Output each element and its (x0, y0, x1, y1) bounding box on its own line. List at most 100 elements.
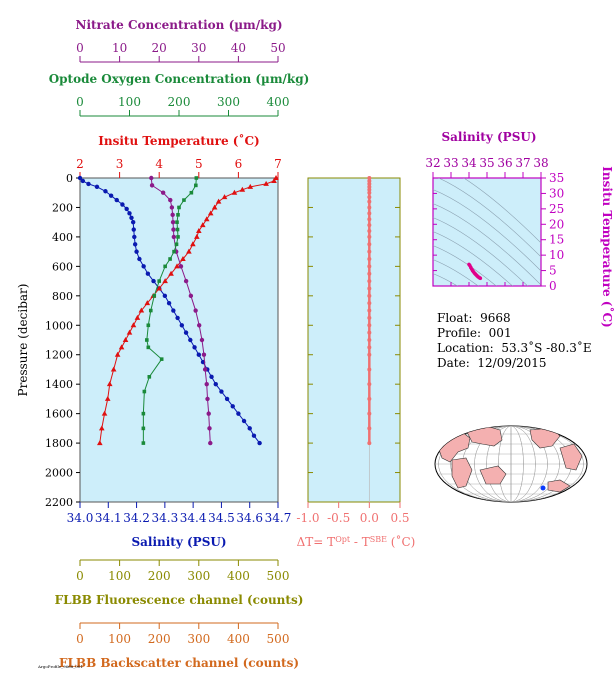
nitrate-data-point (207, 426, 212, 431)
nitrate-data-point (171, 234, 177, 240)
oxygen-data-point (157, 279, 161, 283)
salinity-data-point (94, 184, 100, 190)
ts-salinity-tick-label: 34 (461, 156, 477, 170)
delta-t-data-point (367, 293, 372, 298)
salinity-data-point (131, 227, 136, 232)
temperature-tick-label: 2 (76, 157, 84, 171)
delta-t-data-point (367, 330, 372, 335)
salinity-data-point (151, 278, 156, 284)
density-contour-line (433, 259, 479, 286)
temperature-tick-label: 5 (195, 157, 203, 171)
temperature-profile-line (99, 177, 277, 444)
delta-t-data-point (367, 199, 372, 204)
delta-t-data-point (367, 308, 372, 313)
date-row: Date: 12/09/2015 (437, 356, 607, 371)
salinity-data-point (127, 211, 132, 216)
nitrate-tick-label: 20 (152, 41, 167, 55)
temperature-data-point (247, 183, 254, 189)
profile-label: Profile: (437, 326, 482, 340)
oxygen-data-point (148, 308, 153, 313)
location-row: Location: 53.3˚S -80.3˚E (437, 341, 607, 356)
pressure-tick-label: 0 (66, 172, 73, 185)
salinity-data-point (103, 189, 108, 194)
temperature-data-point (273, 175, 279, 180)
salinity-data-point (213, 381, 218, 387)
fluorescence-tick-label: 100 (108, 569, 131, 583)
delta-t-data-point (367, 195, 372, 200)
salinity-data-point (236, 411, 241, 416)
backscatter-tick-label: 500 (267, 632, 290, 646)
salinity-tick-label: 34.3 (151, 511, 178, 525)
nitrate-data-point (188, 293, 194, 299)
oxygen-data-point (159, 357, 164, 361)
pressure-tick-label: 200 (52, 201, 73, 214)
ts-temperature-axis-label: Insitu Temperature (˚C) (600, 166, 615, 327)
landmass (479, 465, 507, 485)
oxygen-data-point (176, 213, 180, 217)
fluorescence-tick-label: 300 (187, 569, 210, 583)
salinity-data-point (132, 234, 137, 240)
oxygen-data-point (145, 338, 149, 342)
delta-t-data-point (367, 338, 372, 342)
delta-t-tick-label: -0.5 (327, 511, 350, 525)
temperature-data-point (98, 425, 105, 431)
pressure-tick-label: 2000 (45, 467, 73, 480)
oxygen-data-point (146, 323, 151, 328)
ts-salinity-tick-label: 33 (443, 156, 458, 170)
ts-temperature-tick-label: 15 (549, 233, 564, 247)
temperature-data-point (138, 307, 145, 313)
landmass (571, 429, 587, 445)
salinity-data-point (209, 374, 214, 380)
salinity-data-point (86, 181, 91, 187)
longitude-line (438, 426, 584, 502)
delta-t-data-point (367, 286, 372, 291)
salinity-data-point (166, 300, 172, 306)
float-info: Float: 9668 Profile: 001 Location: 53.3˚… (437, 311, 607, 371)
ts-data-point (478, 276, 483, 281)
temperature-data-point (114, 351, 121, 357)
delta-t-data-point (367, 242, 372, 247)
oxygen-data-point (142, 389, 147, 394)
delta-t-data-point (367, 217, 372, 222)
oxygen-data-point (176, 235, 180, 239)
oxygen-data-point (141, 426, 146, 431)
ts-title: Salinity (PSU) (441, 130, 536, 144)
nitrate-data-point (170, 219, 176, 225)
salinity-data-point (120, 202, 125, 207)
backscatter-tick-label: 400 (227, 632, 250, 646)
pressure-tick-label: 2200 (45, 496, 73, 509)
delta-t-data-point (367, 411, 372, 416)
salinity-data-point (145, 271, 151, 276)
landmass (451, 457, 473, 489)
salinity-tick-label: 34.4 (180, 511, 207, 525)
delta-t-data-point (367, 229, 372, 234)
landmass (559, 443, 583, 471)
backscatter-tick-label: 200 (148, 632, 171, 646)
delta-t-data-point (367, 323, 372, 328)
ts-temperature-tick-label: 0 (549, 279, 557, 293)
nitrate-data-point (201, 352, 207, 357)
longitude-line (498, 426, 524, 502)
temperature-data-point (271, 177, 277, 183)
nitrate-data-point (169, 205, 175, 210)
temperature-data-point (207, 210, 214, 216)
ts-salinity-tick-label: 36 (497, 156, 512, 170)
temperature-data-point (97, 440, 103, 446)
salinity-tick-label: 34.1 (95, 511, 122, 525)
temperature-data-point (130, 322, 137, 328)
nitrate-data-point (208, 440, 213, 446)
salinity-tick-label: 34.5 (208, 511, 235, 525)
pressure-tick-label: 800 (52, 290, 73, 303)
delta-t-data-point (367, 315, 372, 320)
delta-t-data-point (367, 382, 372, 387)
temperature-data-point (211, 204, 218, 210)
delta-t-tick-label: -1.0 (296, 511, 319, 525)
salinity-data-point (257, 440, 262, 446)
salinity-data-point (137, 256, 142, 262)
delta-t-data-point (367, 271, 372, 276)
delta-t-data-point (367, 205, 372, 210)
density-contours (433, 178, 541, 286)
salinity-data-point (224, 396, 230, 402)
temperature-axis-label: Insitu Temperature (˚C) (98, 133, 259, 148)
